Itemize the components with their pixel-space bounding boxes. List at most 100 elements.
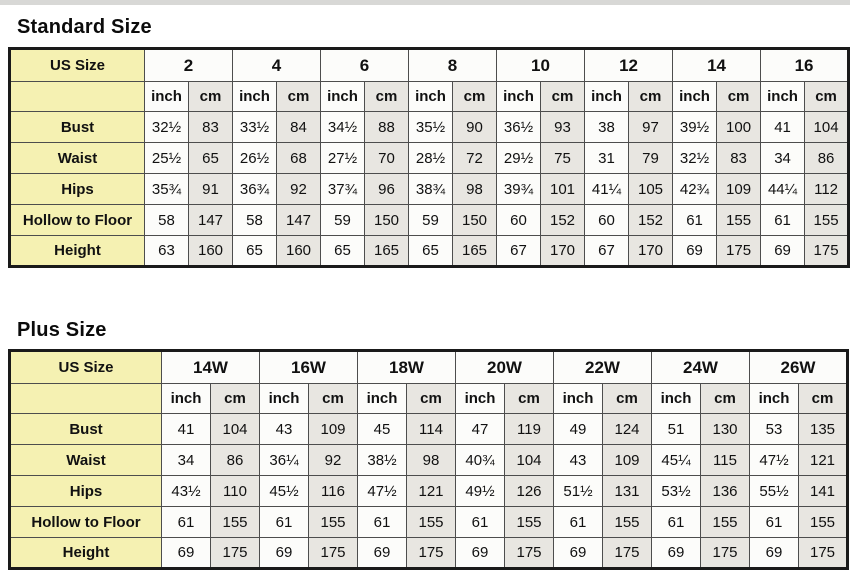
inch-value-cell: 37¾ [320, 173, 365, 205]
unit-cm-header: cm [716, 81, 762, 112]
cm-value-cell: 101 [539, 173, 586, 205]
cm-value-cell: 112 [804, 173, 850, 205]
cm-value-cell: 155 [308, 506, 358, 538]
row-label: Height [9, 537, 162, 569]
row-label: Hips [9, 173, 145, 205]
row-label: Hips [9, 475, 162, 507]
cm-value-cell: 90 [452, 111, 497, 143]
inch-value-cell: 51½ [553, 475, 603, 507]
cm-value-cell: 160 [188, 235, 233, 267]
inch-value-cell: 47 [455, 413, 505, 445]
measurement-row: Hips 43½ 110 45½ 116 47½ 121 49½ 126 51½ 131 53½ 136… [9, 475, 848, 507]
cm-value-cell: 175 [716, 235, 762, 267]
cm-value-cell: 110 [210, 475, 260, 507]
cm-value-cell: 96 [364, 173, 409, 205]
unit-inch-header: inch [161, 383, 211, 414]
inch-value-cell: 40¾ [455, 444, 505, 476]
cm-value-cell: 121 [798, 444, 848, 476]
unit-cm-header: cm [452, 81, 497, 112]
cm-value-cell: 100 [716, 111, 762, 143]
inch-value-cell: 28½ [408, 142, 453, 174]
unit-header-row: inch cm inch cm inch cm inch cm inch cm inch cm inch… [9, 383, 848, 414]
size-header-cell: 22W [553, 350, 652, 384]
cm-value-cell: 116 [308, 475, 358, 507]
inch-value-cell: 41¼ [584, 173, 630, 205]
unit-cm-header: cm [210, 383, 260, 414]
cm-value-cell: 175 [308, 537, 358, 569]
inch-value-cell: 65 [408, 235, 453, 267]
cm-value-cell: 147 [188, 204, 233, 236]
inch-value-cell: 35½ [408, 111, 453, 143]
inch-value-cell: 43½ [161, 475, 211, 507]
measurement-row: Height 63 160 65 160 65 165 65 165 67 170 67 170 69 17… [9, 235, 850, 267]
cm-value-cell: 98 [406, 444, 456, 476]
size-header-cell: 16W [259, 350, 358, 384]
cm-value-cell: 147 [276, 204, 321, 236]
cm-value-cell: 92 [308, 444, 358, 476]
row-label: Waist [9, 444, 162, 476]
size-header-cell: 6 [320, 48, 409, 82]
inch-value-cell: 43 [259, 413, 309, 445]
unit-inch-header: inch [553, 383, 603, 414]
measurement-row: Bust 41 104 43 109 45 114 47 119 49 124 51 130 53 135 [9, 413, 848, 445]
cm-value-cell: 86 [804, 142, 850, 174]
inch-value-cell: 34 [760, 142, 806, 174]
cm-value-cell: 141 [798, 475, 848, 507]
cm-value-cell: 72 [452, 142, 497, 174]
unit-cm-header: cm [504, 383, 554, 414]
inch-value-cell: 41 [760, 111, 806, 143]
size-header-cell: 14W [161, 350, 260, 384]
cm-value-cell: 175 [504, 537, 554, 569]
inch-value-cell: 69 [455, 537, 505, 569]
size-header-cell: 10 [495, 48, 586, 82]
inch-value-cell: 69 [760, 235, 806, 267]
cm-value-cell: 104 [804, 111, 850, 143]
unit-header-row: inch cm inch cm inch cm inch cm inch cm inch cm inch… [9, 81, 850, 112]
cm-value-cell: 150 [452, 204, 497, 236]
cm-value-cell: 170 [628, 235, 674, 267]
measurement-row: Hollow to Floor 61 155 61 155 61 155 61 155 61 155… [9, 506, 848, 538]
cm-value-cell: 93 [539, 111, 586, 143]
inch-value-cell: 36¼ [259, 444, 309, 476]
corner-empty-cell [9, 383, 162, 414]
inch-value-cell: 29½ [496, 142, 541, 174]
inch-value-cell: 65 [232, 235, 277, 267]
unit-cm-header: cm [364, 81, 409, 112]
inch-value-cell: 60 [584, 204, 630, 236]
row-label: Waist [9, 142, 145, 174]
inch-value-cell: 61 [161, 506, 211, 538]
inch-value-cell: 27½ [320, 142, 365, 174]
inch-value-cell: 34½ [320, 111, 365, 143]
cm-value-cell: 119 [504, 413, 554, 445]
cm-value-cell: 175 [602, 537, 652, 569]
cm-value-cell: 152 [539, 204, 586, 236]
inch-value-cell: 39¾ [496, 173, 541, 205]
cm-value-cell: 155 [406, 506, 456, 538]
cm-value-cell: 175 [804, 235, 850, 267]
inch-value-cell: 43 [553, 444, 603, 476]
cm-value-cell: 175 [798, 537, 848, 569]
inch-value-cell: 69 [672, 235, 718, 267]
inch-value-cell: 47½ [749, 444, 799, 476]
inch-value-cell: 69 [651, 537, 701, 569]
unit-cm-header: cm [539, 81, 586, 112]
unit-inch-header: inch [259, 383, 309, 414]
inch-value-cell: 61 [357, 506, 407, 538]
inch-value-cell: 67 [584, 235, 630, 267]
unit-inch-header: inch [672, 81, 718, 112]
cm-value-cell: 165 [452, 235, 497, 267]
cm-value-cell: 114 [406, 413, 456, 445]
row-label: Bust [9, 413, 162, 445]
cm-value-cell: 155 [504, 506, 554, 538]
inch-value-cell: 65 [320, 235, 365, 267]
cm-value-cell: 155 [700, 506, 750, 538]
measurement-row: Hollow to Floor 58 147 58 147 59 150 59 150 60 152… [9, 204, 850, 236]
plus-size-table: US Size 14W 16W 18W 20W 22W 24W 26W inch cm inch cm… [8, 349, 849, 570]
inch-value-cell: 32½ [672, 142, 718, 174]
size-header-cell: 4 [232, 48, 321, 82]
inch-value-cell: 39½ [672, 111, 718, 143]
unit-inch-header: inch [320, 81, 365, 112]
unit-inch-header: inch [496, 81, 541, 112]
inch-value-cell: 26½ [232, 142, 277, 174]
cm-value-cell: 98 [452, 173, 497, 205]
